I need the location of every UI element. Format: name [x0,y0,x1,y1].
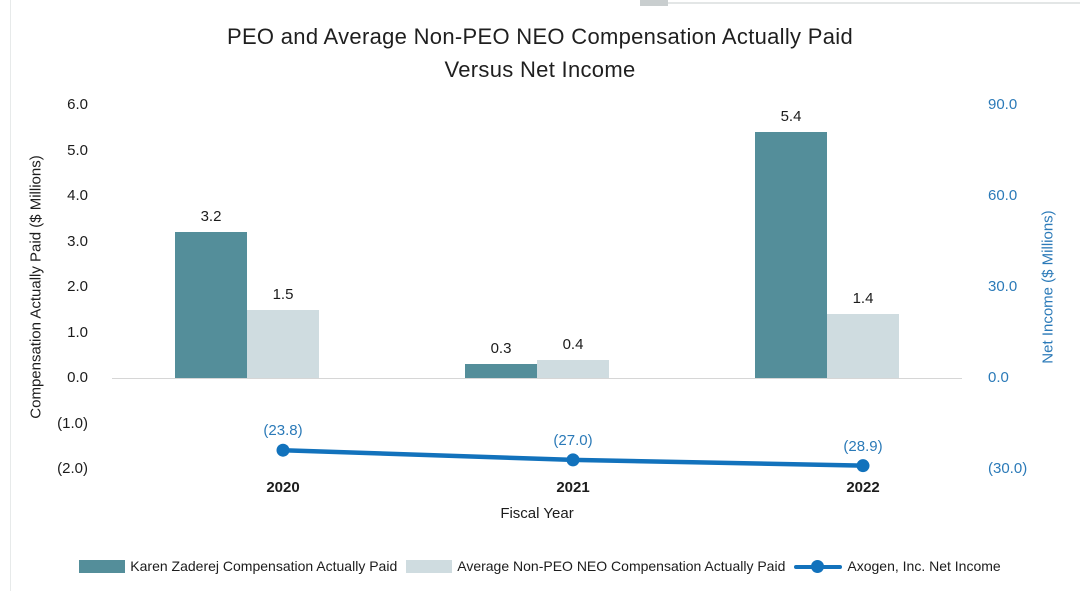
legend-swatch [406,559,453,573]
legend-swatch [79,559,126,573]
legend-item: Axogen, Inc. Net Income [794,558,1001,574]
legend-line-dot [811,559,825,573]
right-axis-tick-label: (30.0) [988,460,1028,477]
bar [537,359,609,378]
left-axis-tick-label: 4.0 [67,187,88,204]
bar [465,364,537,378]
bar [827,314,899,378]
legend-line-marker [794,559,843,573]
window-left-edge [10,0,11,591]
left-axis-tick-label: 6.0 [67,96,88,113]
line-point-marker [856,459,870,473]
bar-value-label: 0.3 [490,340,512,358]
left-axis-tick-label: (1.0) [57,414,88,432]
legend-label: Average Non-PEO NEO Compensation Actuall… [457,558,786,574]
chart-title-line1: PEO and Average Non-PEO NEO Compensation… [226,24,853,49]
window-top-edge [640,2,1080,4]
x-axis-tick-label: 2021 [556,479,590,496]
legend-item: Average Non-PEO NEO Compensation Actuall… [406,558,785,574]
right-axis-tick-label: 0.0 [988,369,1009,386]
line-point-label: (23.8) [263,422,303,440]
chart-title-line2: Versus Net Income [444,57,636,82]
left-axis-tick-label: 5.0 [67,141,88,159]
legend-label: Axogen, Inc. Net Income [847,558,1001,574]
x-axis-line [112,378,962,379]
line-point-label: (28.9) [843,437,883,455]
right-axis-tick-label: 90.0 [988,96,1018,113]
legend-label: Karen Zaderej Compensation Actually Paid [130,558,398,574]
x-axis-tick-label: 2020 [266,479,300,496]
left-axis-tick-label: 2.0 [67,278,88,295]
bar [175,232,247,378]
bar [247,309,319,378]
bar-value-label: 1.5 [272,285,294,303]
left-axis-tick-label: 0.0 [67,369,88,386]
x-axis-title: Fiscal Year [500,505,574,522]
bar-value-label: 0.4 [562,335,584,353]
legend-item: Karen Zaderej Compensation Actually Paid [79,558,397,574]
right-axis-tick-label: 30.0 [988,278,1018,295]
legend: Karen Zaderej Compensation Actually Paid… [0,558,1080,574]
line-point-marker [566,453,580,467]
chart-title: PEO and Average Non-PEO NEO Compensation… [0,20,1080,86]
left-axis-tick-label: 1.0 [67,323,88,341]
scrollbar-fragment [640,0,668,6]
bar-value-label: 3.2 [200,208,222,226]
x-axis-tick-label: 2022 [846,479,880,496]
bar [755,132,827,378]
line-point-label: (27.0) [553,431,593,449]
line-point-marker [276,443,290,457]
right-axis-tick-label: 60.0 [988,187,1018,204]
bar-value-label: 1.4 [852,290,874,308]
bar-value-label: 5.4 [780,108,802,126]
left-axis-tick-label: (2.0) [57,460,88,477]
left-axis-tick-label: 3.0 [67,232,88,250]
